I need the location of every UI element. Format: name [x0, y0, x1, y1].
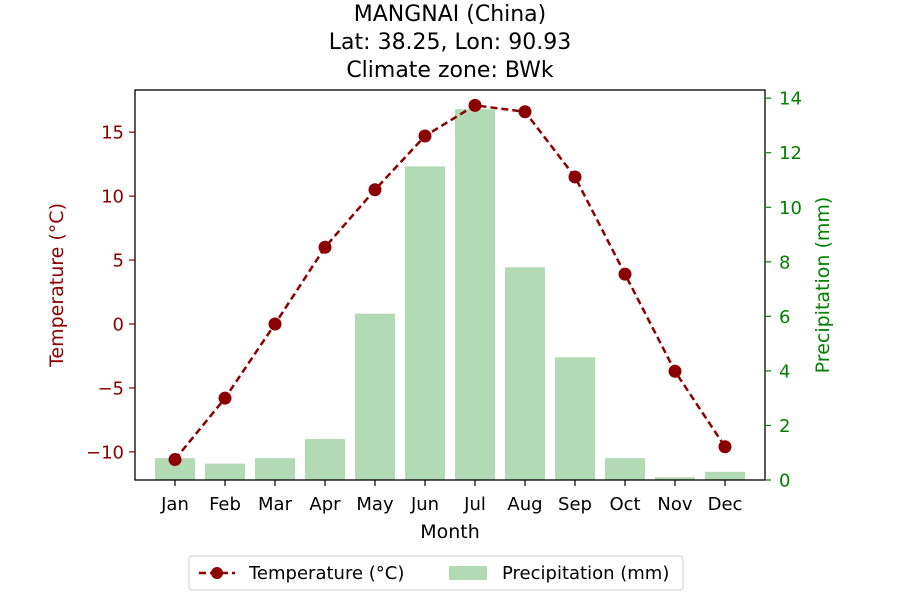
precipitation-bar-oct	[605, 458, 645, 480]
temperature-point-mar	[268, 317, 282, 331]
legend-temperature-label: Temperature (°C)	[248, 563, 404, 584]
temperature-series-line	[174, 104, 727, 461]
precipitation-tick-label: 6	[779, 307, 790, 328]
precipitation-bar-jan	[155, 458, 195, 480]
x-tick-label-oct: Oct	[609, 494, 640, 515]
precipitation-bar-aug	[505, 267, 545, 480]
x-tick-label-aug: Aug	[507, 494, 542, 515]
precipitation-bar-apr	[305, 439, 345, 480]
precipitation-tick-label: 8	[779, 252, 790, 273]
legend-temperature-swatch-marker	[211, 567, 223, 579]
temperature-point-apr	[318, 240, 332, 254]
precipitation-tick-label: 12	[779, 143, 802, 164]
x-tick-label-apr: Apr	[309, 494, 341, 515]
temperature-point-nov	[668, 364, 682, 378]
temperature-tick-label: 15	[101, 123, 124, 144]
precipitation-tick-label: 2	[779, 416, 790, 437]
temperature-tick-label: 0	[113, 315, 124, 336]
x-tick-label-sep: Sep	[558, 494, 592, 515]
legend-box	[188, 555, 684, 591]
precipitation-bar-dec	[705, 471, 745, 480]
temperature-tick-label: −5	[97, 378, 124, 399]
x-tick-label-jan: Jan	[160, 494, 189, 515]
x-tick-label-feb: Feb	[209, 494, 241, 515]
x-axis: Jan Feb Mar Apr May Jun Jul Aug Sep Oct Nov Dec	[160, 480, 742, 515]
precipitation-axis: 0 2 4 6 8 10 12 14	[765, 89, 802, 492]
legend: Temperature (°C) Precipitation (mm)	[188, 555, 684, 591]
temperature-axis: −10 −5 0 5 10 15	[86, 123, 135, 463]
x-tick-label-dec: Dec	[708, 494, 743, 515]
precipitation-tick-label: 14	[779, 89, 802, 110]
temperature-point-dec	[718, 440, 732, 454]
precipitation-axis-label: Precipitation (mm)	[812, 197, 834, 374]
x-tick-label-mar: Mar	[258, 494, 293, 515]
temperature-point-jul	[468, 98, 482, 112]
temperature-point-aug	[518, 105, 532, 119]
precipitation-bar-jul	[455, 109, 495, 480]
temperature-tick-label: 5	[113, 251, 124, 272]
chart-title: MANGNAI (China) Lat: 38.25, Lon: 90.93 C…	[329, 2, 571, 83]
precipitation-bar-mar	[255, 458, 295, 480]
precipitation-bar-sep	[555, 357, 595, 480]
precipitation-bar-feb	[205, 463, 245, 480]
precipitation-bars	[155, 109, 745, 480]
temperature-point-may	[368, 183, 382, 197]
title-line-3: Climate zone: BWk	[346, 58, 554, 83]
plot-frame	[134, 89, 766, 481]
x-tick-label-jul: Jul	[463, 494, 486, 515]
temperature-tick-label: 10	[101, 187, 124, 208]
temperature-axis-label: Temperature (°C)	[46, 203, 68, 368]
legend-precipitation-swatch	[449, 566, 487, 580]
legend-precipitation-label: Precipitation (mm)	[502, 563, 669, 584]
title-line-1: MANGNAI (China)	[354, 2, 547, 27]
x-axis-label: Month	[420, 521, 480, 543]
temperature-point-feb	[218, 391, 232, 405]
temperature-line	[168, 98, 732, 467]
precipitation-bar-nov	[655, 477, 695, 480]
x-tick-label-nov: Nov	[657, 494, 692, 515]
x-tick-label-jun: Jun	[410, 494, 439, 515]
precipitation-bar-jun	[405, 166, 445, 480]
precipitation-tick-label: 4	[779, 361, 790, 382]
temperature-point-oct	[618, 267, 632, 281]
temperature-point-jun	[418, 129, 432, 143]
temperature-point-jan	[168, 453, 182, 467]
temperature-tick-label: −10	[86, 442, 124, 463]
temperature-point-sep	[568, 170, 582, 184]
precipitation-tick-label: 10	[779, 198, 802, 219]
title-line-2: Lat: 38.25, Lon: 90.93	[329, 30, 571, 55]
precipitation-tick-label: 0	[779, 471, 790, 492]
x-tick-label-may: May	[356, 494, 394, 515]
precipitation-bar-may	[355, 313, 395, 480]
